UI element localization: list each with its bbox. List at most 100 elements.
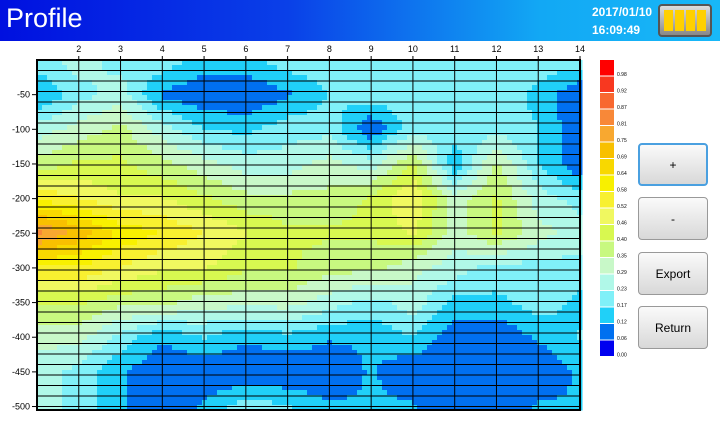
- heatmap-cell: [142, 195, 148, 201]
- heatmap-cell: [267, 390, 273, 396]
- heatmap-cell: [132, 325, 138, 331]
- heatmap-cell: [187, 405, 193, 411]
- heatmap-cell: [77, 335, 83, 341]
- heatmap-cell: [212, 205, 218, 211]
- heatmap-cell: [377, 275, 383, 281]
- heatmap-cell: [87, 255, 93, 261]
- heatmap-cell: [202, 245, 208, 251]
- heatmap-cell: [297, 150, 303, 156]
- heatmap-cell: [127, 335, 133, 341]
- heatmap-cell: [192, 170, 198, 176]
- heatmap-cell: [247, 75, 253, 81]
- heatmap-cell: [207, 100, 213, 106]
- heatmap-cell: [382, 205, 388, 211]
- heatmap-cell: [177, 275, 183, 281]
- heatmap-cell: [67, 115, 73, 121]
- heatmap-cell: [322, 230, 328, 236]
- heatmap-cell: [347, 190, 353, 196]
- heatmap-cell: [152, 405, 158, 411]
- heatmap-cell: [162, 185, 168, 191]
- heatmap-cell: [57, 145, 63, 151]
- heatmap-cell: [82, 105, 88, 111]
- heatmap-cell: [92, 255, 98, 261]
- heatmap-cell: [347, 380, 353, 386]
- heatmap-cell: [92, 265, 98, 271]
- heatmap-cell: [342, 370, 348, 376]
- heatmap-cell: [122, 300, 128, 306]
- heatmap-cell: [132, 360, 138, 366]
- heatmap-cell: [272, 365, 278, 371]
- heatmap-cell: [372, 250, 378, 256]
- heatmap-cell: [102, 130, 108, 136]
- heatmap-cell: [357, 365, 363, 371]
- heatmap-cell: [87, 325, 93, 331]
- heatmap-cell: [272, 250, 278, 256]
- heatmap-cell: [307, 365, 313, 371]
- heatmap-cell: [102, 350, 108, 356]
- heatmap-cell: [372, 135, 378, 141]
- heatmap-cell: [342, 275, 348, 281]
- heatmap-cell: [137, 280, 143, 286]
- heatmap-cell: [312, 375, 318, 381]
- heatmap-cell: [177, 155, 183, 161]
- heatmap-cell: [257, 390, 263, 396]
- heatmap-cell: [37, 305, 43, 311]
- heatmap-cell: [112, 155, 118, 161]
- heatmap-cell: [67, 175, 73, 181]
- heatmap-cell: [142, 270, 148, 276]
- heatmap-cell: [142, 385, 148, 391]
- heatmap-cell: [337, 280, 343, 286]
- heatmap-cell: [247, 185, 253, 191]
- heatmap-cell: [102, 290, 108, 296]
- heatmap-cell: [72, 270, 78, 276]
- heatmap-cell: [257, 105, 263, 111]
- heatmap-cell: [137, 405, 143, 411]
- heatmap-cell: [62, 280, 68, 286]
- heatmap-cell: [87, 190, 93, 196]
- heatmap-cell: [117, 220, 123, 226]
- heatmap-cell: [167, 380, 173, 386]
- heatmap-cell: [37, 105, 43, 111]
- heatmap-cell: [247, 145, 253, 151]
- heatmap-cell: [362, 235, 368, 241]
- heatmap-cell: [322, 145, 328, 151]
- heatmap-cell: [202, 150, 208, 156]
- heatmap-cell: [47, 340, 53, 346]
- heatmap-cell: [72, 350, 78, 356]
- heatmap-cell: [87, 80, 93, 86]
- heatmap-cell: [257, 220, 263, 226]
- heatmap-cell: [172, 100, 178, 106]
- heatmap-cell: [67, 360, 73, 366]
- heatmap-cell: [317, 295, 323, 301]
- heatmap-cell: [192, 75, 198, 81]
- heatmap-cell: [322, 305, 328, 311]
- heatmap-cell: [282, 240, 288, 246]
- heatmap-cell: [332, 105, 338, 111]
- heatmap-cell: [82, 190, 88, 196]
- heatmap-cell: [337, 220, 343, 226]
- heatmap-cell: [37, 255, 43, 261]
- heatmap-cell: [97, 205, 103, 211]
- heatmap-cell: [77, 370, 83, 376]
- heatmap-cell: [337, 290, 343, 296]
- heatmap-cell: [102, 300, 108, 306]
- heatmap-cell: [382, 260, 388, 266]
- heatmap-cell: [92, 155, 98, 161]
- heatmap-cell: [62, 345, 68, 351]
- heatmap-cell: [312, 135, 318, 141]
- heatmap-cell: [77, 285, 83, 291]
- heatmap-cell: [142, 140, 148, 146]
- heatmap-cell: [322, 385, 328, 391]
- heatmap-cell: [132, 175, 138, 181]
- heatmap-cell: [67, 345, 73, 351]
- heatmap-cell: [307, 205, 313, 211]
- heatmap-cell: [372, 165, 378, 171]
- heatmap-cell: [342, 255, 348, 261]
- heatmap-cell: [387, 210, 393, 216]
- heatmap-cell: [167, 125, 173, 131]
- heatmap-cell: [347, 235, 353, 241]
- heatmap-cell: [122, 65, 128, 71]
- heatmap-cell: [302, 240, 308, 246]
- heatmap-cell: [112, 100, 118, 106]
- heatmap-cell: [227, 350, 233, 356]
